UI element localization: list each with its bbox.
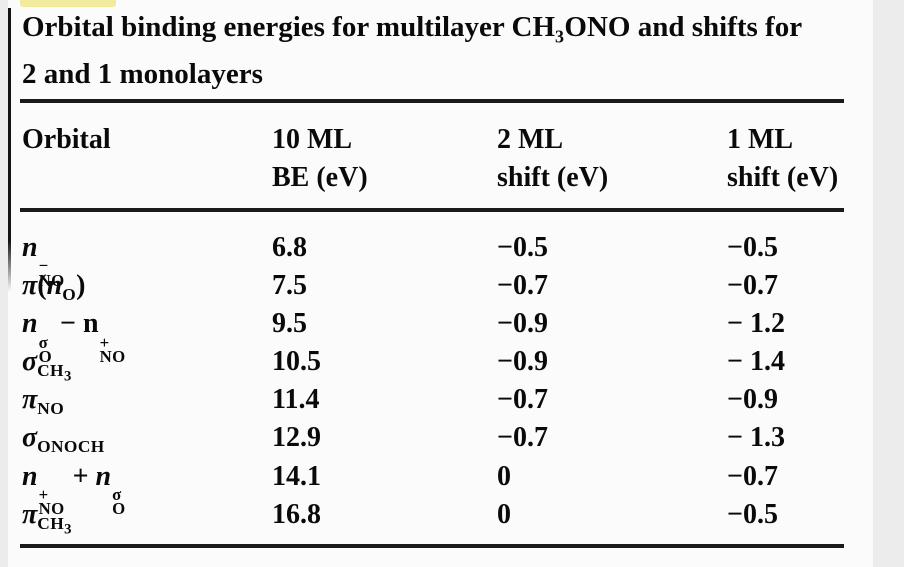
orbital-label: σONOCH [22, 422, 105, 457]
shift-2ml-value: −0.5 [497, 232, 548, 263]
be-value: 12.9 [272, 422, 321, 454]
rule-mid [20, 208, 844, 212]
column-header-line2: shift (eV) [727, 162, 839, 193]
orbital-label: σCH3 [22, 346, 72, 385]
be-value: 14.1 [272, 460, 321, 492]
shift-2ml-value: −0.7 [497, 422, 548, 454]
table-header-row: Orbital 10 ML BE (eV) 2 ML shift (eV) 1 ML shi… [22, 121, 862, 197]
shift-2ml-value: −0.7 [497, 270, 548, 302]
table-row: n + NO + n σ O 14.1 0 −0.7 [22, 458, 862, 518]
table-row: σONOCH 12.9 −0.7 − 1.3 [22, 419, 862, 457]
table-caption: Orbital binding energies for multilayer … [22, 8, 866, 93]
column-header-line2: BE (eV) [272, 162, 368, 193]
table-row: n − NO 6.8 −0.5 −0.5 [22, 229, 862, 289]
paper-area: Orbital binding energies for multilayer … [8, 0, 873, 567]
shift-1ml-value: −0.7 [727, 270, 778, 302]
table-row: σCH3 10.5 −0.9 − 1.4 [22, 343, 862, 384]
rule-top [20, 99, 844, 103]
shift-1ml-value: −0.5 [727, 498, 778, 530]
column-header-line2: shift (eV) [497, 162, 609, 193]
column-header-line1: 10 ML [272, 124, 353, 155]
highlight-mark [20, 0, 116, 7]
table-row: π(nO) 7.5 −0.7 −0.7 [22, 267, 862, 305]
orbital-label: πCH3 [22, 498, 72, 538]
shift-2ml-value: −0.9 [497, 346, 548, 378]
column-header: 2 ML shift (eV) [497, 121, 727, 197]
shift-1ml-value: − 1.2 [727, 308, 785, 340]
shift-1ml-value: −0.9 [727, 384, 778, 416]
caption-line-1: Orbital binding energies for multilayer … [22, 11, 803, 47]
column-header-line1: 2 ML [497, 124, 564, 155]
be-value: 16.8 [272, 498, 321, 530]
be-value: 7.5 [272, 270, 307, 302]
table-body: n − NO 6.8 −0.5 −0.5 π(nO) 7.5 −0.7 −0.7 n σ O − n + N… [22, 229, 862, 537]
column-header: 1 ML shift (eV) [727, 121, 862, 197]
shift-1ml-value: − 1.3 [727, 422, 785, 454]
orbital-label: πNO [22, 384, 65, 419]
column-header-line2 [22, 159, 272, 197]
shift-1ml-value: −0.5 [727, 232, 778, 263]
shift-2ml-value: −0.9 [497, 308, 548, 340]
column-header-line1: 1 ML [727, 124, 794, 155]
shift-2ml-value: 0 [497, 460, 511, 492]
scan-edge-line [8, 8, 11, 292]
be-value: 9.5 [272, 308, 307, 340]
orbital-label: π(nO) [22, 270, 86, 305]
be-value: 10.5 [272, 346, 321, 378]
table-row: πCH3 16.8 0 −0.5 [22, 496, 862, 537]
column-header: Orbital [22, 121, 272, 197]
caption-line-2: 2 and 1 monolayers [22, 58, 263, 91]
column-header: 10 ML BE (eV) [272, 121, 497, 197]
be-value: 11.4 [272, 384, 320, 416]
orbital-label: n − NO [22, 232, 65, 290]
table-row: πNO 11.4 −0.7 −0.9 [22, 381, 862, 419]
be-value: 6.8 [272, 232, 307, 263]
shift-2ml-value: 0 [497, 498, 511, 530]
column-header-line1: Orbital [22, 124, 111, 155]
shift-1ml-value: −0.7 [727, 460, 778, 492]
shift-1ml-value: − 1.4 [727, 346, 785, 378]
shift-2ml-value: −0.7 [497, 384, 548, 416]
rule-bottom [20, 544, 844, 548]
